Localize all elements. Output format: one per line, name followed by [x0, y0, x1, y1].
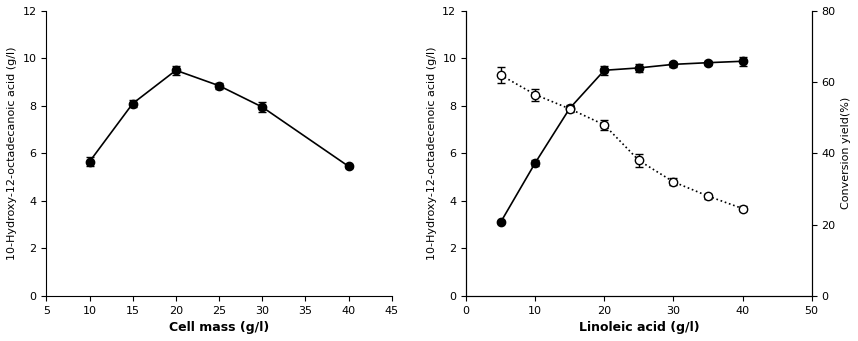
Y-axis label: 10-Hydroxy-12-octadecanoic acid (g/l): 10-Hydroxy-12-octadecanoic acid (g/l)	[7, 47, 17, 260]
X-axis label: Cell mass (g/l): Cell mass (g/l)	[169, 321, 269, 334]
Y-axis label: Conversion yield(%): Conversion yield(%)	[841, 97, 851, 209]
Y-axis label: 10-Hydroxy-12-octadecenoic acid (g/l): 10-Hydroxy-12-octadecenoic acid (g/l)	[426, 47, 437, 260]
X-axis label: Linoleic acid (g/l): Linoleic acid (g/l)	[578, 321, 699, 334]
